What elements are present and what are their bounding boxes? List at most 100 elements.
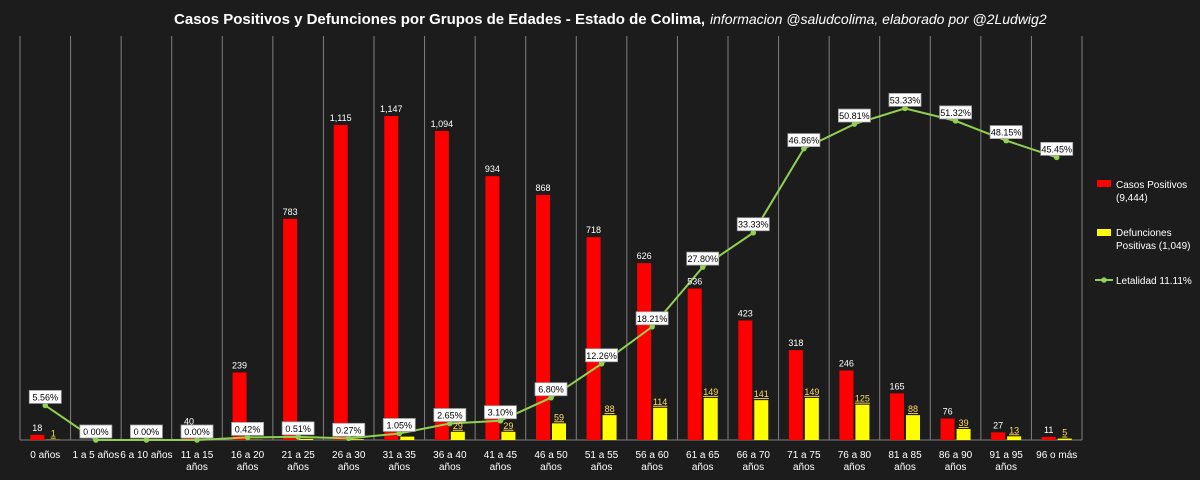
deaths-label: 149 <box>804 387 819 397</box>
letalidad-label-box <box>180 424 214 439</box>
cases-label: 40 <box>184 417 194 427</box>
deaths-bar <box>804 397 819 440</box>
cases-label: 239 <box>232 360 247 370</box>
x-tick-label: 96 o más <box>1036 450 1077 461</box>
letalidad-point <box>851 121 858 127</box>
x-tick-label: años <box>439 462 461 473</box>
letalidad-label: 0.00% <box>83 427 109 437</box>
letalidad-point <box>598 360 605 367</box>
x-tick-label: 0 años <box>30 450 60 461</box>
x-tick-label: años <box>793 462 815 473</box>
deaths-bar <box>1057 438 1072 440</box>
deaths-bar <box>956 428 971 440</box>
letalidad-label: 53.33% <box>890 95 921 105</box>
legend-swatch-deaths <box>1097 229 1111 236</box>
deaths-label: 88 <box>605 404 615 414</box>
cases-label: 1,094 <box>431 119 454 129</box>
cases-label: 718 <box>586 225 601 235</box>
cases-label: 536 <box>687 277 702 287</box>
cases-label: 1,115 <box>330 113 352 123</box>
letalidad-point <box>699 264 706 270</box>
letalidad-label: 2.65% <box>437 411 463 421</box>
letalidad-label-box <box>433 408 467 422</box>
letalidad-point <box>902 105 908 112</box>
letalidad-label: 27.80% <box>687 254 718 264</box>
chart-subtitle: informacion @saludcolima, elaborado por … <box>710 11 1047 27</box>
deaths-bar <box>855 404 870 440</box>
x-tick-label: años <box>490 462 512 473</box>
deaths-label: 1 <box>51 429 56 439</box>
legend-label-letalidad: Letalidad 11.11% <box>1116 276 1192 287</box>
letalidad-label: 3.10% <box>488 408 514 418</box>
deaths-bar <box>906 415 920 440</box>
deaths-bar <box>653 407 668 440</box>
deaths-bar <box>552 423 566 440</box>
x-tick-label: años <box>540 462 562 473</box>
deaths-bar <box>1007 436 1022 440</box>
letalidad-point <box>295 434 301 440</box>
deaths-bar <box>400 436 415 440</box>
letalidad-label-box <box>231 421 264 436</box>
letalidad-label-box <box>686 251 720 266</box>
letalidad-point <box>952 118 959 124</box>
x-tick-label: años <box>237 462 259 473</box>
deaths-bar <box>703 397 718 440</box>
x-tick-label: años <box>844 462 866 473</box>
letalidad-label-box <box>585 348 618 363</box>
letalidad-label: 0.27% <box>336 425 362 435</box>
x-tick-label: 11 a 15 <box>181 450 214 461</box>
cases-bar <box>434 130 449 440</box>
legend-label-cases: Casos Positivos <box>1116 180 1187 191</box>
letalidad-point <box>649 323 655 330</box>
x-tick-label: 1 a 5 años <box>72 450 119 461</box>
cases-bar <box>637 263 652 440</box>
letalidad-label: 48.15% <box>991 128 1022 138</box>
letalidad-label: 45.45% <box>1041 144 1072 154</box>
cases-bar <box>839 370 854 440</box>
x-tick-label: 71 a 75 <box>787 450 821 461</box>
legend-label-deaths: Positivas (1,049) <box>1116 241 1190 252</box>
letalidad-label: 18.21% <box>637 314 668 324</box>
x-tick-label: 91 a 95 <box>989 450 1023 461</box>
letalidad-label-box <box>79 424 113 439</box>
deaths-label: 88 <box>908 404 918 414</box>
letalidad-label-box <box>888 92 922 107</box>
x-tick-label: 76 a 80 <box>838 450 872 461</box>
letalidad-label: 0.00% <box>134 427 160 437</box>
x-axis-ticks: 0 años 1 a 5 años 6 a 10 años 11 a 15años16… <box>30 450 1077 473</box>
letalidad-point <box>93 437 99 443</box>
cases-bar <box>687 288 702 440</box>
deaths-label: 29 <box>453 421 463 431</box>
letalidad-point <box>447 420 453 427</box>
letalidad-point <box>750 229 757 236</box>
cases-bar <box>991 432 1006 440</box>
deaths-label: 125 <box>855 394 870 404</box>
deaths-label: 141 <box>754 389 769 399</box>
letalidad-label-box <box>382 418 416 432</box>
deaths-bar <box>299 438 314 440</box>
letalidad-label: 1.05% <box>387 420 413 430</box>
cases-bar <box>536 194 550 440</box>
cases-label: 246 <box>839 359 854 369</box>
letalidad-label-box <box>787 133 821 148</box>
letalidad-label-box <box>989 125 1023 139</box>
cases-bar <box>30 434 45 440</box>
letalidad-label: 5.56% <box>33 392 59 402</box>
letalidad-point <box>1003 137 1009 144</box>
x-tick-label: 36 a 40 <box>433 450 467 461</box>
letalidad-point <box>42 402 49 409</box>
cases-label: 783 <box>283 207 298 217</box>
x-tick-label: años <box>338 462 360 473</box>
x-tick-label: años <box>388 462 410 473</box>
bars <box>30 115 1072 440</box>
deaths-label: 114 <box>653 397 667 407</box>
cases-bar <box>890 393 904 440</box>
deaths-bar <box>450 431 465 440</box>
letalidad-label-box <box>939 105 972 120</box>
cases-bar <box>788 350 803 440</box>
legend-label-deaths: Defunciones <box>1116 228 1172 239</box>
x-tick-label: años <box>945 462 967 473</box>
letalidad-label: 46.86% <box>789 136 820 146</box>
cases-label: 868 <box>535 183 550 193</box>
